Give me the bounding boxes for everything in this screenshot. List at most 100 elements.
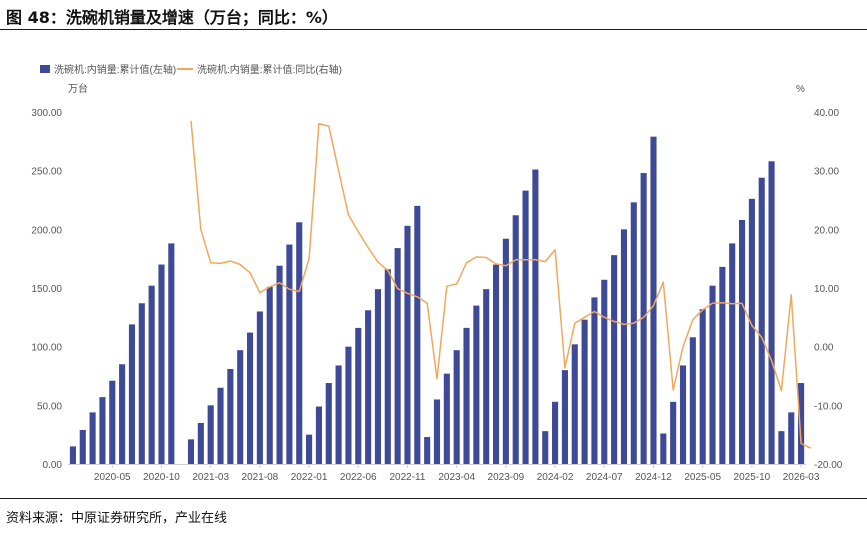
- bar-2025-01: [660, 433, 667, 464]
- bar-2026-03: [798, 383, 805, 464]
- bar-2021-04: [217, 387, 224, 464]
- bar-2020-08: [138, 303, 145, 464]
- x-tick-label: 2025-05: [684, 472, 721, 483]
- bar-2023-12: [532, 169, 539, 464]
- bar-2024-09: [620, 229, 628, 464]
- right-tick-label: 20.00: [814, 225, 839, 236]
- x-tick-label: 2024-02: [537, 472, 574, 483]
- bar-2021-12: [296, 222, 303, 464]
- figure-title: 图 48：洗碗机销量及增速（万台；同比：%）: [6, 8, 338, 27]
- right-tick-label: 30.00: [814, 167, 839, 178]
- bar-2023-04: [453, 350, 460, 464]
- bar-2026-01: [778, 431, 785, 464]
- bar-2021-05: [227, 368, 234, 464]
- bar-2025-08: [729, 243, 736, 464]
- source-note: 资料来源：中原证券研究所，产业在线: [6, 511, 228, 526]
- bar-2025-03: [679, 365, 687, 464]
- right-tick-label: 10.00: [814, 284, 839, 295]
- bar-2024-12: [650, 136, 657, 464]
- bar-2021-02: [197, 422, 204, 464]
- bar-2026-02: [788, 412, 795, 464]
- bar-2024-05: [581, 319, 588, 464]
- bar-2024-06: [591, 297, 598, 464]
- bar-2025-02: [670, 401, 677, 464]
- right-axis-unit: %: [796, 84, 805, 95]
- bar-2023-11: [522, 190, 529, 464]
- bar-2022-01: [306, 434, 313, 464]
- bar-2022-06: [355, 327, 362, 464]
- bar-2020-09: [148, 285, 155, 464]
- right-tick-label: 0.00: [814, 343, 834, 354]
- bar-2024-04: [571, 344, 578, 464]
- bar-2022-05: [345, 346, 352, 464]
- x-tick-label: 2022-06: [340, 472, 377, 483]
- bar-2022-04: [335, 365, 342, 464]
- x-tick-label: 2026-03: [783, 472, 820, 483]
- bar-2025-09: [738, 219, 746, 464]
- left-tick-label: 50.00: [37, 401, 62, 412]
- bar-2021-03: [207, 405, 214, 464]
- bar-2021-01: [187, 439, 195, 464]
- left-tick-label: 100.00: [31, 343, 62, 354]
- bar-2022-11: [404, 225, 411, 464]
- bar-2020-05: [109, 380, 116, 464]
- bar-2025-10: [748, 198, 755, 464]
- legend-line-label: 洗碗机:内销量:累计值:同比(右轴): [197, 63, 342, 76]
- chart: 洗碗机:内销量:累计值(左轴) 洗碗机:内销量:累计值:同比(右轴) 万台 % …: [31, 63, 842, 483]
- bar-2021-10: [276, 265, 283, 464]
- legend-bar-label: 洗碗机:内销量:累计值(左轴): [54, 63, 176, 76]
- bar-2024-08: [611, 255, 618, 464]
- bar-2020-04: [99, 397, 106, 464]
- left-tick-label: 250.00: [31, 167, 62, 178]
- bar-2025-12: [768, 161, 775, 464]
- bar-2020-11: [168, 243, 175, 464]
- right-tick-label: -20.00: [814, 460, 843, 471]
- bar-2020-02: [79, 429, 86, 464]
- bar-2023-07: [483, 289, 490, 464]
- left-axis-unit: 万台: [68, 82, 88, 95]
- bar-2021-11: [286, 244, 293, 464]
- bar-2021-09: [266, 286, 273, 464]
- bar-2024-02: [552, 401, 559, 464]
- source-divider: [0, 498, 867, 499]
- bar-2025-11: [758, 177, 765, 464]
- x-tick-label: 2021-08: [242, 472, 279, 483]
- bar-2022-02: [315, 406, 322, 464]
- x-tick-label: 2025-10: [734, 472, 771, 483]
- x-tick-label: 2020-05: [94, 472, 131, 483]
- bar-2024-10: [630, 202, 637, 464]
- bar-2025-05: [699, 309, 706, 464]
- x-tick-label: 2023-09: [488, 472, 525, 483]
- right-tick-label: -10.00: [814, 401, 843, 412]
- bar-2021-06: [237, 350, 244, 464]
- bar-2022-08: [374, 289, 382, 464]
- yoy-series: [190, 120, 812, 449]
- bar-2022-10: [394, 248, 401, 464]
- bar-2020-01: [69, 446, 76, 464]
- x-tick-label: 2021-03: [192, 472, 229, 483]
- yoy-line: [190, 120, 812, 449]
- title-bar: 图 48：洗碗机销量及增速（万台；同比：%）: [0, 0, 867, 30]
- bar-2022-07: [365, 310, 372, 464]
- bar-2020-10: [158, 264, 165, 464]
- bar-2021-08: [256, 311, 263, 464]
- x-tick-label: 2020-10: [143, 472, 180, 483]
- bar-2024-03: [561, 370, 568, 464]
- left-tick-label: 0.00: [43, 460, 63, 471]
- right-tick-label: 40.00: [814, 108, 839, 119]
- y-axis-labels: 0.00 50.00 100.00 150.00 200.00 250.00 300.00 -…: [31, 108, 842, 471]
- bar-2023-01: [424, 437, 431, 464]
- bar-2025-07: [719, 266, 726, 464]
- bar-2024-11: [640, 173, 647, 464]
- bar-2023-08: [492, 264, 500, 464]
- bar-2022-09: [384, 269, 391, 464]
- x-tick-label: 2023-04: [438, 472, 475, 483]
- bar-series: [69, 136, 805, 464]
- bar-2024-01: [542, 431, 549, 464]
- bar-2025-06: [709, 285, 716, 464]
- x-tick-label: 2024-12: [635, 472, 672, 483]
- bar-2022-12: [414, 205, 421, 464]
- x-tick-label: 2022-01: [291, 472, 328, 483]
- bar-2023-10: [512, 215, 519, 464]
- bar-2023-09: [502, 238, 509, 464]
